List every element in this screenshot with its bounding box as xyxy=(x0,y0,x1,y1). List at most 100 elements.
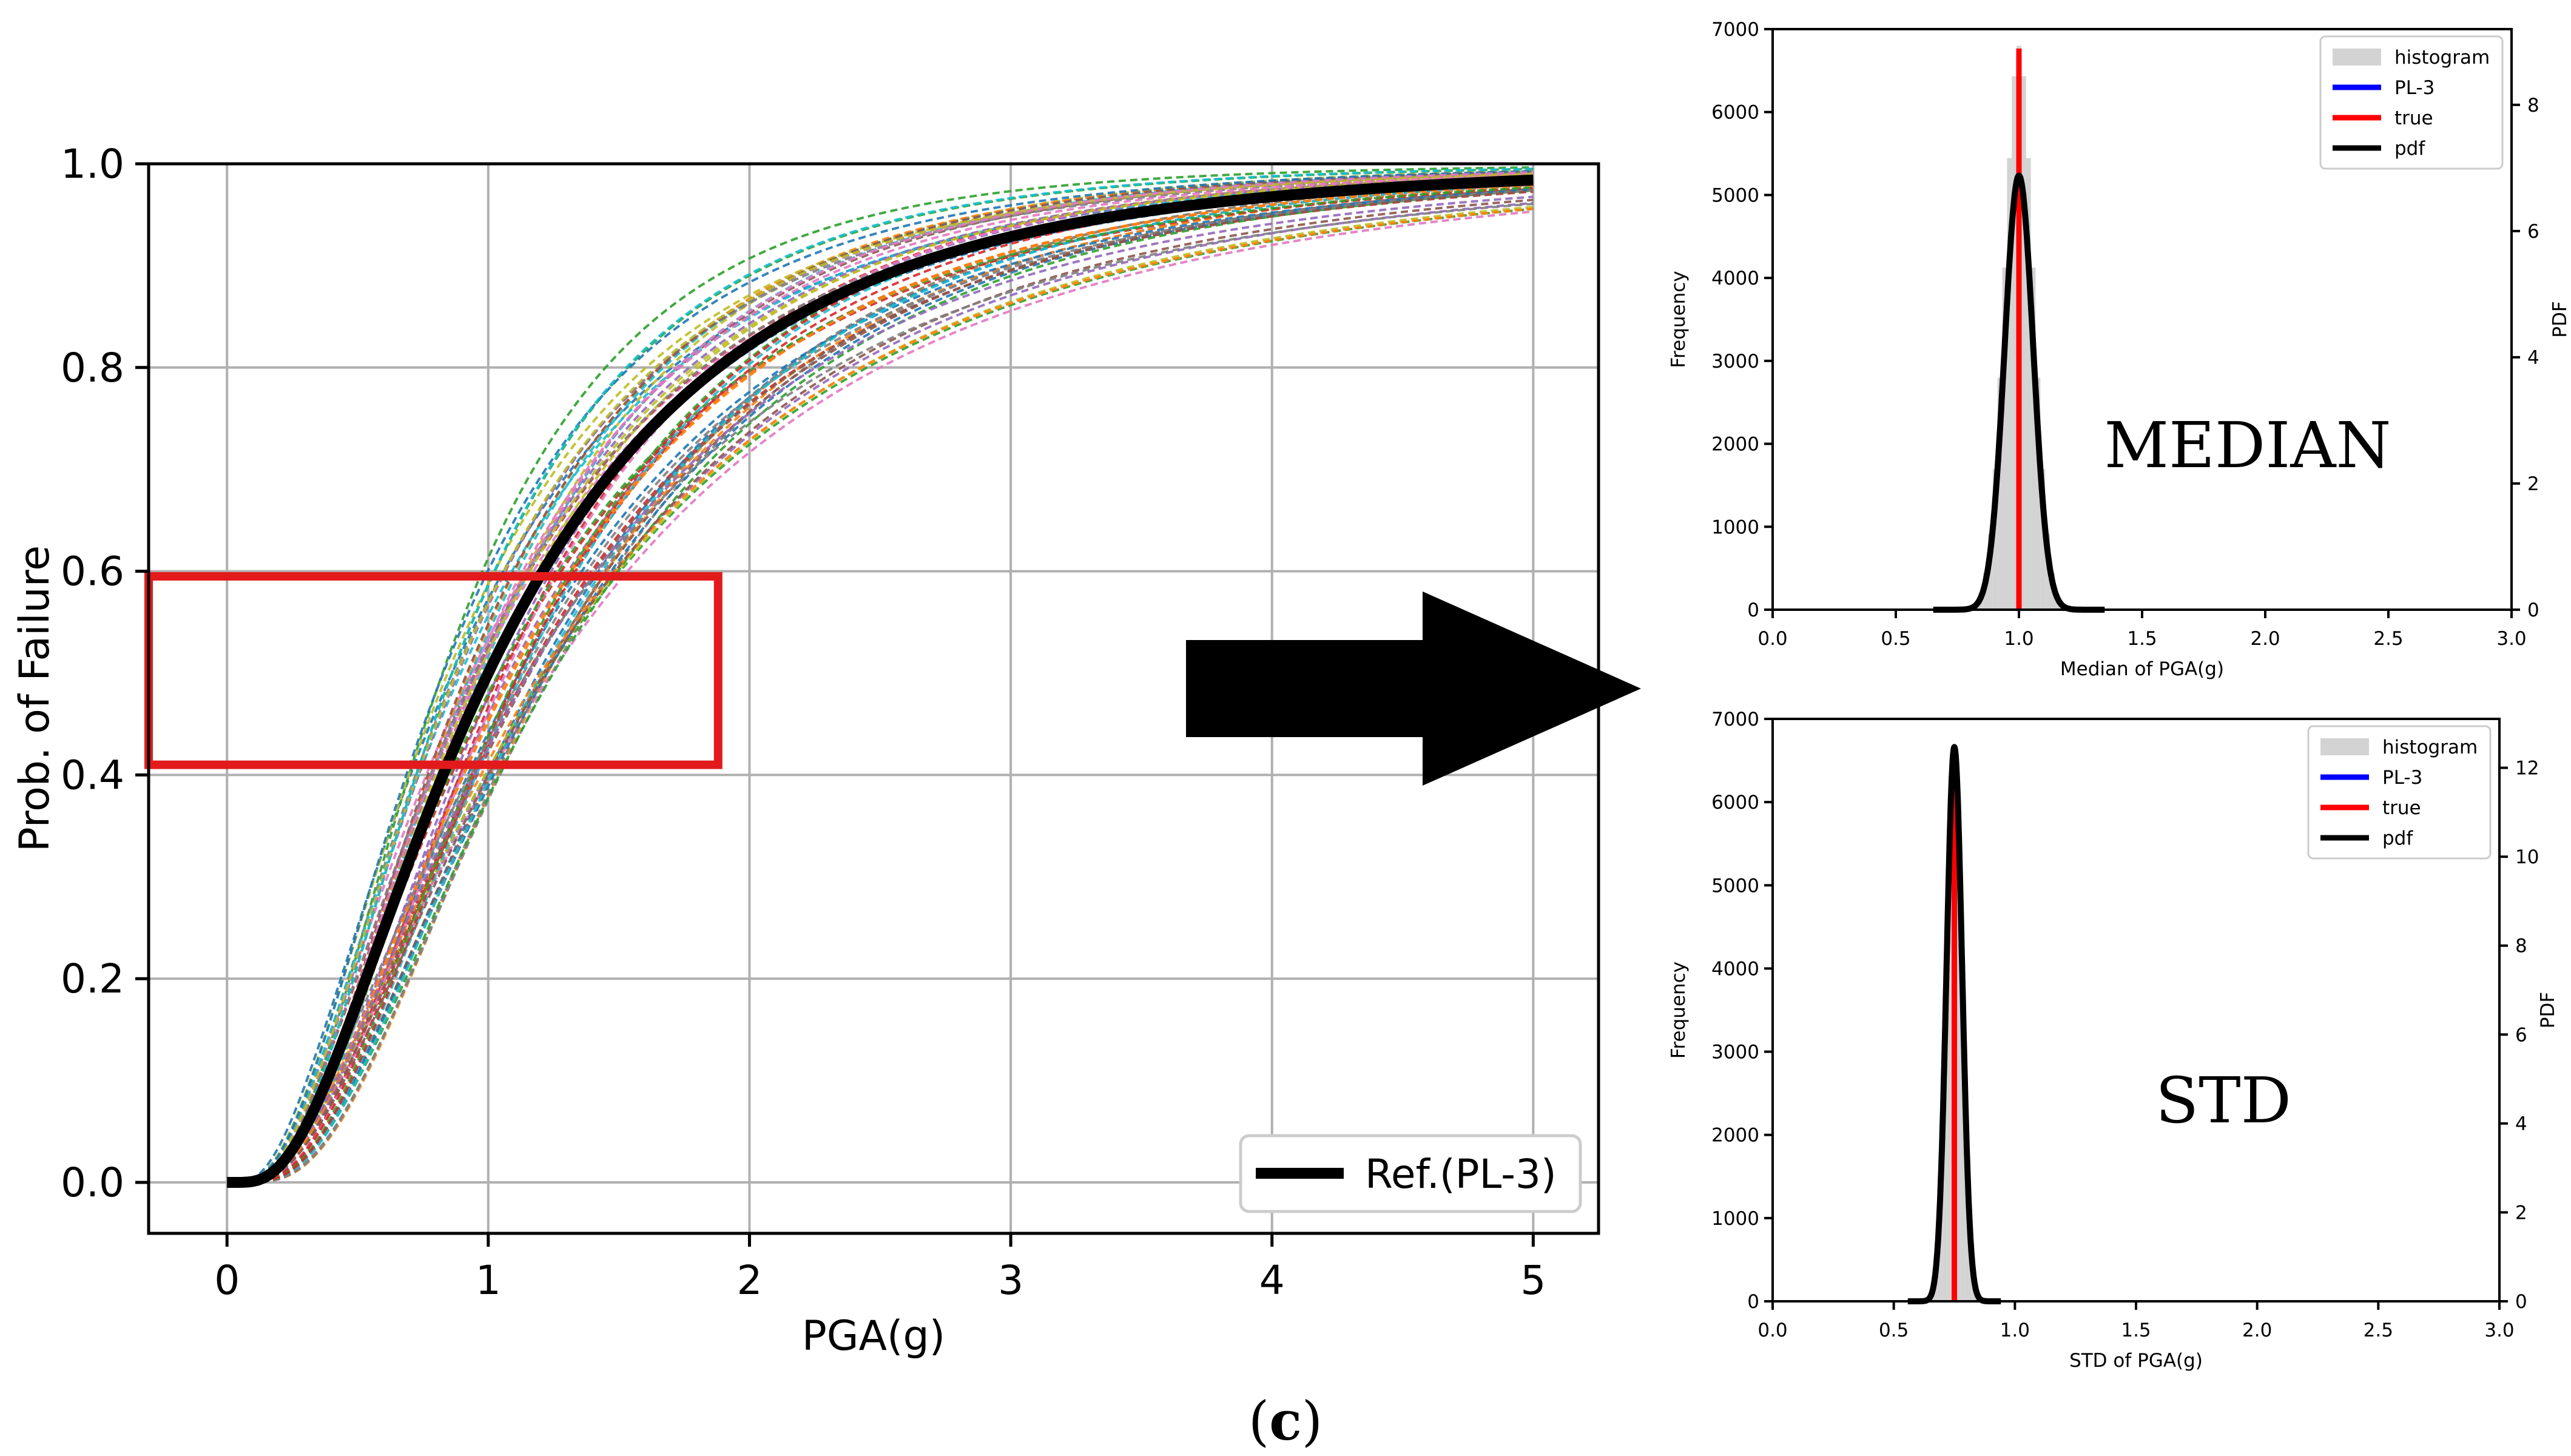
legend-label: Ref.(PL-3) xyxy=(1365,1151,1557,1198)
histogram-bar xyxy=(1943,1072,1946,1301)
legend-label: PL-3 xyxy=(2394,77,2435,99)
legend: histogram PL-3 true pdf xyxy=(2319,35,2504,170)
caption-close: ) xyxy=(1301,1390,1323,1452)
ensemble-curve xyxy=(227,183,1534,1184)
y-tick-label: 0.0 xyxy=(61,1159,124,1206)
histogram-bar xyxy=(2012,76,2017,610)
x-tick-label: 1.5 xyxy=(2127,628,2157,650)
y2-tick-label: 2 xyxy=(2515,1202,2527,1224)
y-tick-label: 5000 xyxy=(1711,875,1759,897)
y2-tick-label: 8 xyxy=(2527,95,2539,116)
y-tick-label: 0.2 xyxy=(61,956,124,1002)
ensemble-curve xyxy=(227,170,1534,1184)
ensemble-curve xyxy=(227,175,1534,1184)
y-tick-label: 0 xyxy=(1747,599,1759,621)
x-axis-label: Median of PGA(g) xyxy=(2060,658,2224,680)
legend: histogram PL-3 true pdf xyxy=(2307,725,2492,860)
legend-box xyxy=(1239,1134,1582,1213)
y2-tick-label: 0 xyxy=(2515,1291,2527,1313)
y2-tick-label: 10 xyxy=(2515,846,2539,868)
ensemble-curve xyxy=(227,203,1534,1184)
legend-box xyxy=(2307,725,2492,860)
ensemble-curve xyxy=(227,172,1534,1184)
y-tick-label: 7000 xyxy=(1711,19,1759,41)
x-axis-label: PGA(g) xyxy=(802,1312,945,1360)
caption-open: ( xyxy=(1248,1390,1270,1452)
histogram-bar xyxy=(2007,158,2012,610)
ensemble-curve xyxy=(227,186,1534,1184)
legend-swatch xyxy=(2333,49,2381,66)
ensemble-curve xyxy=(227,190,1534,1184)
x-tick-label: 2.5 xyxy=(2373,628,2403,650)
y2-axis-label: PDF xyxy=(2537,992,2559,1028)
ensemble-curve xyxy=(227,173,1534,1184)
x-tick-label: 2.5 xyxy=(2364,1320,2393,1341)
histogram-bar xyxy=(2035,377,2041,610)
y-tick-label: 0.8 xyxy=(61,345,124,391)
ensemble-curve xyxy=(227,166,1534,1184)
histogram-bar xyxy=(1992,469,1998,610)
std-histogram-chart: 0.0 0.5 1.0 1.5 2.0 2.5 3.00100020003000400050… xyxy=(1668,709,2559,1371)
y2-tick-label: 6 xyxy=(2515,1024,2527,1046)
legend: Ref.(PL-3) xyxy=(1239,1134,1582,1213)
histogram-bar xyxy=(2030,268,2036,610)
legend-label: PL-3 xyxy=(2382,767,2422,789)
legend-label: true xyxy=(2382,797,2421,819)
annotation-label: MEDIAN xyxy=(2104,408,2391,482)
y-tick-label: 0.6 xyxy=(61,548,124,595)
x-axis-label: STD of PGA(g) xyxy=(2069,1350,2203,1371)
legend-box xyxy=(2319,35,2504,170)
y-tick-label: 1.0 xyxy=(61,141,124,187)
y-tick-label: 0 xyxy=(1747,1291,1759,1313)
x-tick-label: 5 xyxy=(1520,1257,1546,1304)
x-tick-label: 3 xyxy=(998,1257,1023,1304)
y2-tick-label: 4 xyxy=(2515,1113,2527,1135)
y2-tick-label: 8 xyxy=(2515,935,2527,957)
median-histogram-chart: 0.0 0.5 1.0 1.5 2.0 2.5 3.00100020003000400050… xyxy=(1668,19,2571,680)
x-tick-label: 1.0 xyxy=(2004,628,2034,650)
y-tick-label: 0.4 xyxy=(61,752,124,798)
ensemble-curve xyxy=(227,175,1534,1184)
x-tick-label: 1.5 xyxy=(2121,1320,2151,1341)
fragility-chart: 0 1 2 3 4 5 0.0 0.2 0.4 0.6 0.8 1.0 PGA(g) Prob. of F… xyxy=(11,141,1600,1360)
y-tick-label: 1000 xyxy=(1711,1208,1759,1230)
y2-axis-label: PDF xyxy=(2549,301,2571,337)
y-tick-label: 3000 xyxy=(1711,1042,1759,1063)
x-tick-label: 0.5 xyxy=(1879,1320,1909,1341)
ensemble-curve xyxy=(227,195,1534,1184)
ensemble-curve xyxy=(227,183,1534,1184)
histogram-bar xyxy=(2026,158,2031,610)
y-axis-label: Frequency xyxy=(1668,271,1690,368)
x-tick-label: 2.0 xyxy=(2242,1320,2272,1341)
ensemble-curve xyxy=(227,198,1534,1184)
y-tick-label: 1000 xyxy=(1711,516,1759,538)
x-tick-label: 2 xyxy=(736,1257,762,1304)
x-tick-label: 0.0 xyxy=(1757,628,1787,650)
y-tick-label: 2000 xyxy=(1711,1125,1759,1147)
y-tick-label: 2000 xyxy=(1711,434,1759,456)
histogram-bar xyxy=(2040,469,2046,610)
y2-tick-label: 2 xyxy=(2527,473,2539,495)
ensemble-curve xyxy=(227,189,1534,1184)
ensemble-curve xyxy=(227,172,1534,1184)
legend-label: true xyxy=(2394,107,2433,129)
x-tick-label: 3.0 xyxy=(2484,1320,2514,1341)
y2-tick-label: 0 xyxy=(2527,599,2539,621)
reference-curve xyxy=(226,174,1534,1188)
y-tick-label: 7000 xyxy=(1711,709,1759,730)
y-tick-label: 6000 xyxy=(1711,102,1759,124)
y2-tick-label: 6 xyxy=(2527,221,2539,243)
y2-tick-label: 4 xyxy=(2527,347,2539,369)
x-tick-label: 0.5 xyxy=(1881,628,1910,650)
histogram-bar xyxy=(1997,377,2003,610)
ensemble-curve xyxy=(227,188,1534,1184)
figure-caption: (c) xyxy=(0,1389,2571,1452)
x-tick-label: 1.0 xyxy=(2000,1320,2030,1341)
x-tick-label: 1 xyxy=(476,1257,501,1304)
x-tick-label: 0.0 xyxy=(1757,1320,1787,1341)
legend-label: pdf xyxy=(2394,138,2425,160)
y-axis-label: Frequency xyxy=(1668,962,1690,1059)
x-tick-label: 0 xyxy=(214,1257,240,1304)
legend-swatch xyxy=(2320,738,2369,755)
